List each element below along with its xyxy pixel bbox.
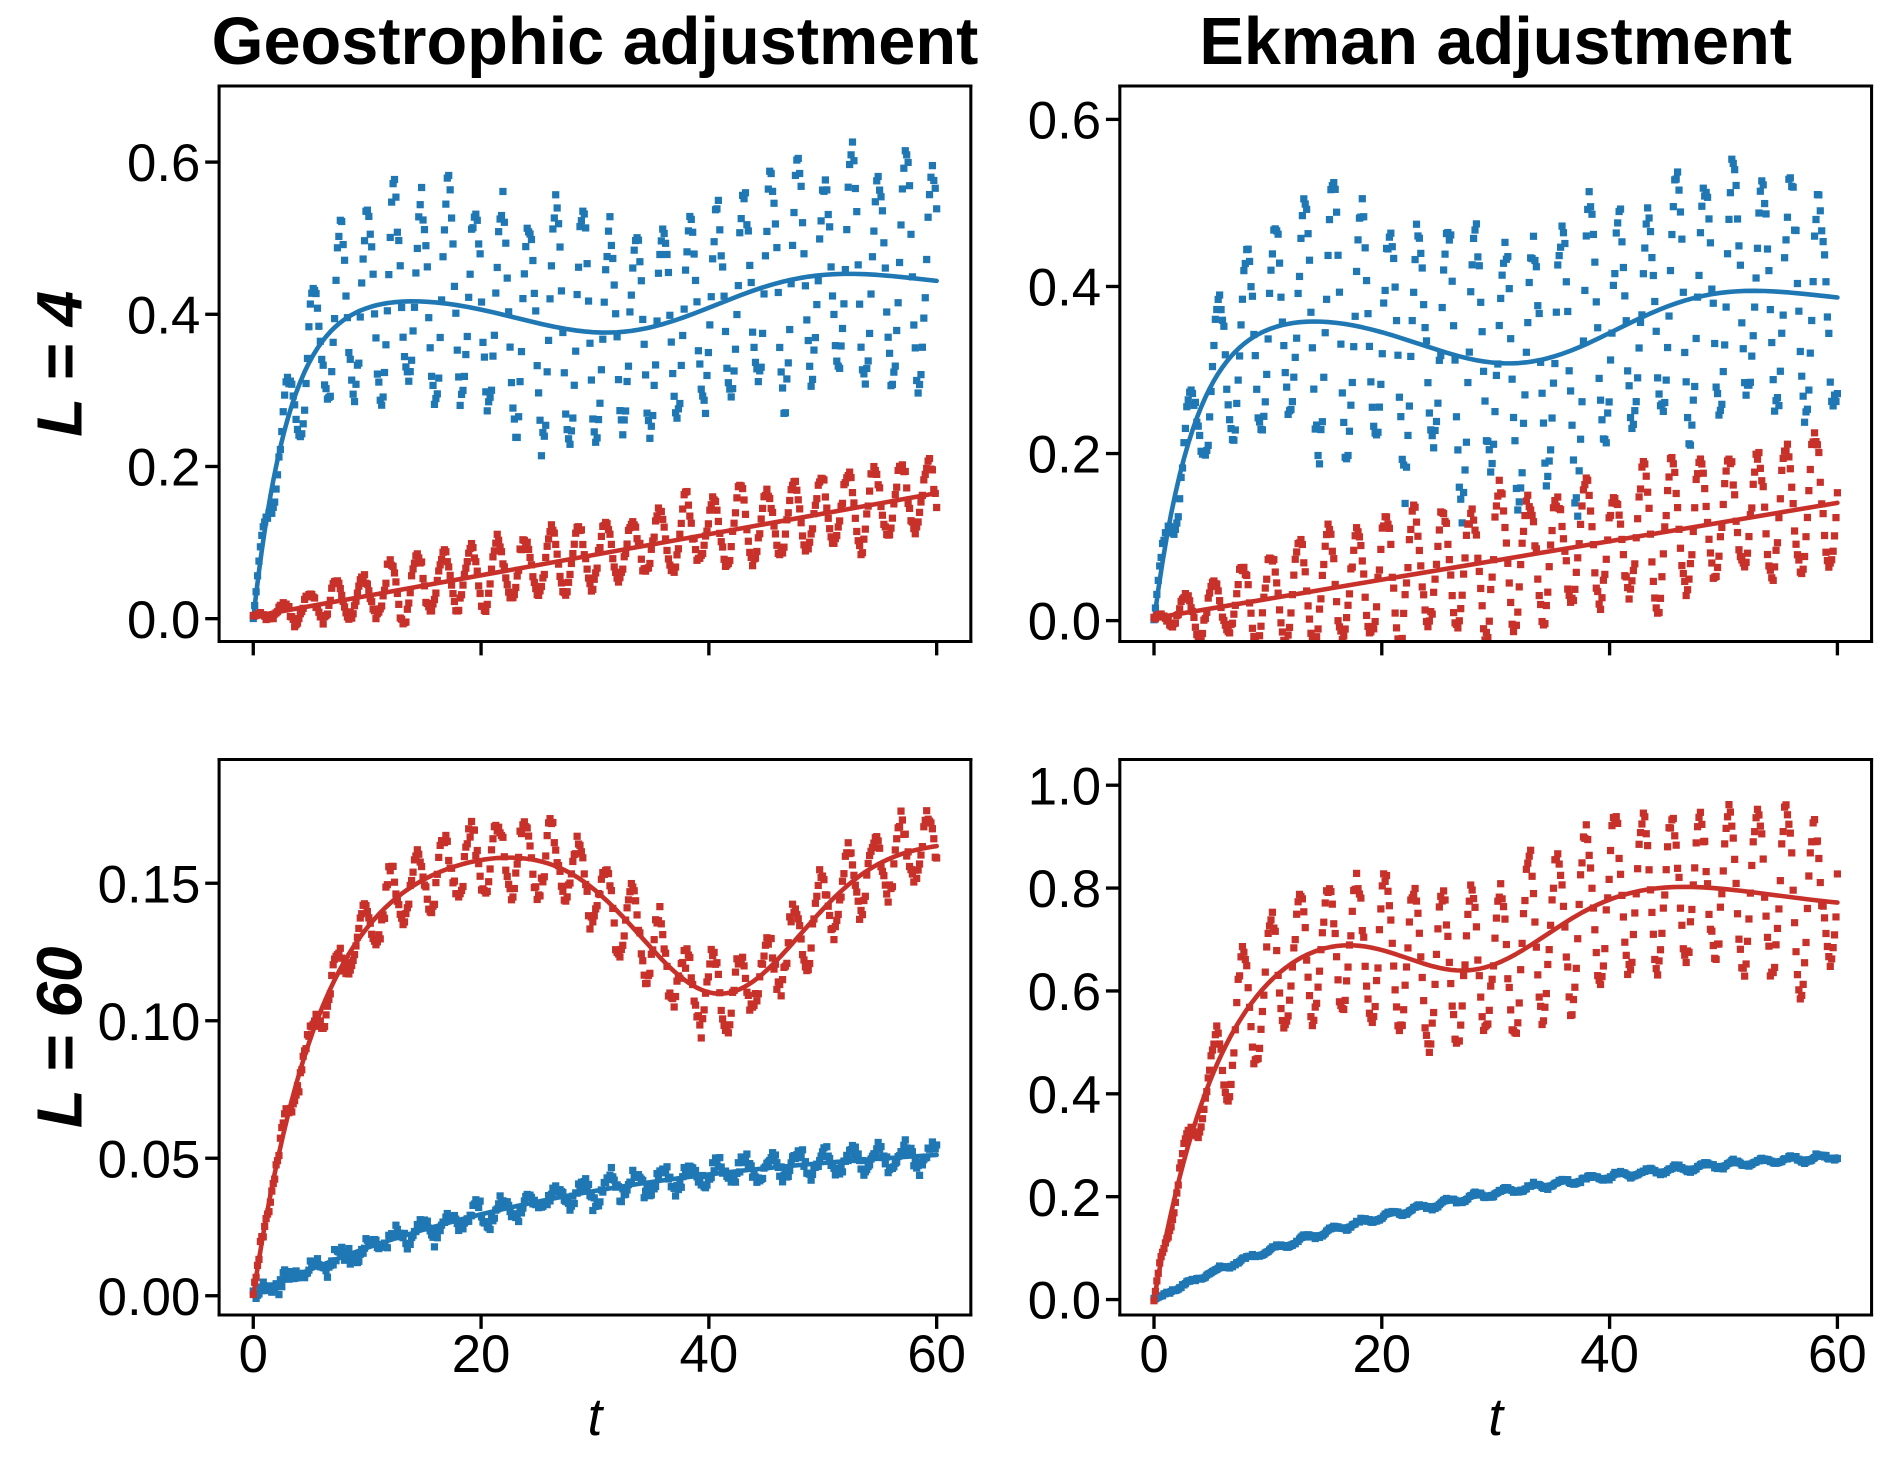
svg-text:0.0: 0.0 <box>1028 593 1101 652</box>
svg-text:20: 20 <box>1352 1325 1411 1384</box>
svg-text:0.6: 0.6 <box>1028 92 1101 151</box>
svg-text:60: 60 <box>907 1325 966 1384</box>
svg-text:0.4: 0.4 <box>1028 259 1101 318</box>
svg-text:0.10: 0.10 <box>98 993 201 1052</box>
svg-text:t: t <box>588 1388 605 1447</box>
svg-text:Ekman adjustment: Ekman adjustment <box>1199 5 1792 79</box>
svg-text:0.6: 0.6 <box>1028 963 1101 1022</box>
svg-text:0.0: 0.0 <box>127 591 200 650</box>
svg-text:0.2: 0.2 <box>1028 426 1101 485</box>
svg-text:t: t <box>1488 1388 1505 1447</box>
svg-text:20: 20 <box>452 1325 511 1384</box>
svg-text:40: 40 <box>1580 1325 1639 1384</box>
svg-text:0.00: 0.00 <box>98 1268 201 1327</box>
svg-text:0.0: 0.0 <box>1028 1272 1101 1331</box>
svg-text:0.2: 0.2 <box>1028 1169 1101 1228</box>
svg-text:0.6: 0.6 <box>127 134 200 193</box>
svg-text:0.4: 0.4 <box>1028 1066 1101 1125</box>
svg-text:0: 0 <box>1139 1325 1168 1384</box>
svg-text:L = 60: L = 60 <box>24 946 96 1128</box>
svg-text:40: 40 <box>680 1325 739 1384</box>
svg-text:1.0: 1.0 <box>1028 757 1101 816</box>
svg-text:0.4: 0.4 <box>127 286 200 345</box>
svg-text:0: 0 <box>239 1325 268 1384</box>
svg-text:60: 60 <box>1808 1325 1867 1384</box>
svg-text:0.8: 0.8 <box>1028 860 1101 919</box>
svg-text:Geostrophic adjustment: Geostrophic adjustment <box>212 5 979 79</box>
svg-text:0.2: 0.2 <box>127 439 200 498</box>
svg-text:L = 4: L = 4 <box>24 291 96 437</box>
svg-text:0.05: 0.05 <box>98 1130 201 1189</box>
svg-text:0.15: 0.15 <box>98 855 201 914</box>
